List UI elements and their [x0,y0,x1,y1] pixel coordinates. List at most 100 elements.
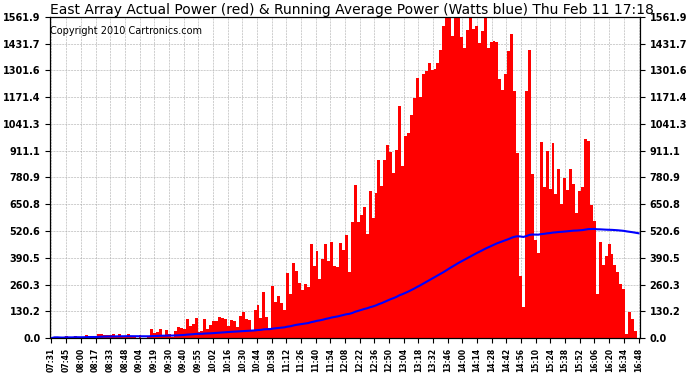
Bar [466,30,469,338]
Bar [611,254,613,338]
Bar [516,153,519,338]
Bar [339,243,342,338]
Bar [457,17,460,338]
Bar [289,294,292,338]
Bar [112,334,115,338]
Bar [569,170,572,338]
Bar [502,90,504,338]
Bar [221,318,224,338]
Bar [528,50,531,338]
Bar [121,337,124,338]
Bar [475,26,477,338]
Bar [590,205,593,338]
Bar [224,319,227,338]
Bar [292,263,295,338]
Bar [262,292,266,338]
Bar [115,336,118,338]
Bar [628,312,631,338]
Bar [286,273,289,338]
Bar [206,329,209,338]
Bar [139,335,141,338]
Bar [177,327,180,338]
Bar [280,303,283,338]
Bar [268,328,271,338]
Bar [377,160,380,338]
Bar [472,29,475,338]
Bar [575,213,578,338]
Bar [507,51,510,338]
Bar [310,244,313,338]
Bar [513,91,516,338]
Bar [53,337,56,338]
Bar [625,334,628,338]
Bar [566,190,569,338]
Bar [384,160,386,338]
Bar [313,266,315,338]
Bar [401,166,404,338]
Bar [445,17,448,338]
Bar [298,283,301,338]
Bar [504,74,507,338]
Bar [241,312,245,338]
Bar [584,139,587,338]
Bar [239,316,241,338]
Bar [186,318,188,338]
Bar [327,261,331,338]
Bar [180,328,183,338]
Bar [106,335,109,338]
Bar [236,327,239,338]
Bar [366,234,368,338]
Bar [622,290,625,338]
Bar [245,319,248,338]
Bar [398,106,401,338]
Bar [613,265,616,338]
Bar [259,318,262,338]
Bar [188,326,192,338]
Bar [608,244,611,338]
Bar [103,335,106,338]
Bar [348,272,351,338]
Bar [253,310,257,338]
Bar [233,321,236,338]
Bar [91,337,95,338]
Bar [498,79,502,338]
Bar [201,331,204,338]
Bar [424,70,428,338]
Bar [118,334,121,338]
Bar [525,91,528,338]
Bar [153,333,156,338]
Bar [563,178,566,338]
Bar [419,98,422,338]
Bar [148,336,150,338]
Bar [345,235,348,338]
Bar [368,191,371,338]
Bar [410,115,413,338]
Bar [257,305,259,338]
Bar [324,244,327,338]
Bar [363,207,366,338]
Bar [230,320,233,338]
Bar [82,337,86,338]
Bar [168,334,171,338]
Bar [65,336,68,338]
Bar [274,302,277,338]
Bar [283,310,286,338]
Bar [519,276,522,338]
Bar [392,173,395,338]
Bar [631,320,634,338]
Bar [301,290,304,338]
Bar [593,221,595,338]
Bar [354,185,357,338]
Text: Copyright 2010 Cartronics.com: Copyright 2010 Cartronics.com [50,26,202,36]
Bar [442,27,445,338]
Bar [306,287,310,338]
Bar [266,317,268,338]
Bar [250,330,253,338]
Bar [130,336,132,338]
Bar [100,334,103,338]
Bar [602,266,604,338]
Bar [448,17,451,338]
Bar [132,336,135,338]
Bar [109,335,112,338]
Bar [209,325,213,338]
